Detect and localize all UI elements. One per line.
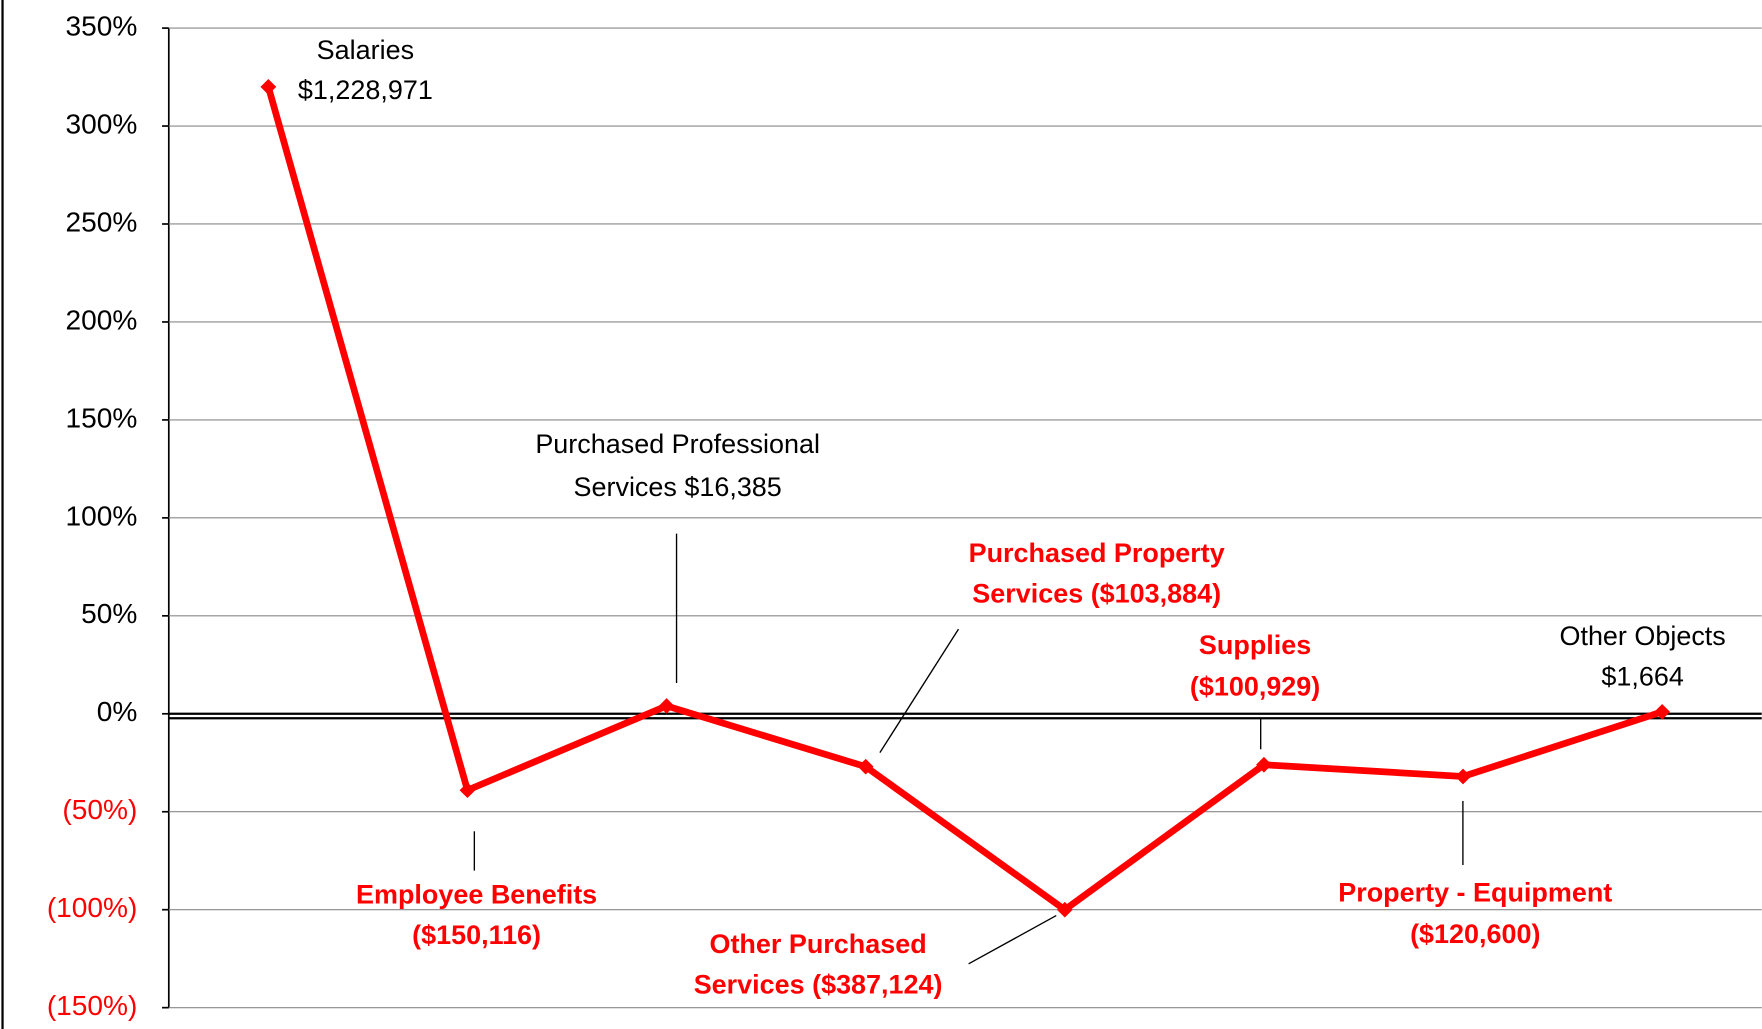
y-tick-label: 0% — [97, 696, 138, 727]
data-annotation: Other Purchased — [709, 929, 926, 959]
data-annotation: Salaries — [317, 35, 414, 65]
data-annotation: Services ($103,884) — [972, 579, 1221, 609]
data-annotation: $1,228,971 — [298, 75, 433, 105]
y-tick-label: (50%) — [62, 794, 137, 825]
y-tick-label: 250% — [66, 206, 138, 237]
data-point — [857, 758, 874, 775]
data-point — [1654, 703, 1671, 720]
data-annotation: Purchased Property — [969, 538, 1225, 568]
y-tick-label: 300% — [66, 108, 138, 139]
data-annotation: ($150,116) — [412, 920, 541, 950]
leader-line — [968, 914, 1057, 965]
data-annotation: ($100,929) — [1190, 672, 1320, 702]
data-annotation: Purchased Professional — [535, 429, 820, 459]
data-annotation: ($120,600) — [1410, 919, 1540, 949]
data-annotation: Other Objects — [1559, 621, 1725, 651]
data-annotation: Services $16,385 — [574, 472, 782, 502]
y-tick-label: 50% — [81, 598, 137, 629]
data-line — [265, 85, 1664, 914]
data-point — [1256, 756, 1272, 773]
y-tick-label: 150% — [66, 402, 138, 433]
data-point — [260, 78, 277, 95]
data-point — [459, 782, 476, 799]
data-annotation: Services ($387,124) — [694, 969, 943, 999]
leader-line — [879, 628, 960, 754]
data-annotation: Employee Benefits — [356, 880, 597, 910]
y-tick-label: 100% — [66, 500, 138, 531]
y-tick-label: (100%) — [47, 892, 138, 923]
y-tick-label: (150%) — [47, 990, 138, 1021]
data-annotation: Property - Equipment — [1338, 877, 1612, 907]
y-tick-label: 200% — [66, 304, 138, 335]
data-annotation: Supplies — [1199, 630, 1311, 660]
y-tick-label: 350% — [66, 11, 138, 42]
data-point — [658, 698, 675, 714]
data-point — [1455, 768, 1471, 785]
data-annotation: $1,664 — [1601, 662, 1683, 692]
